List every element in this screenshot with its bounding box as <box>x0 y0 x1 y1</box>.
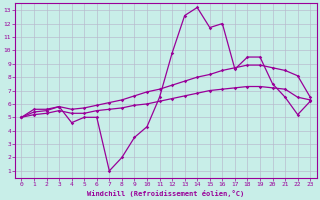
X-axis label: Windchill (Refroidissement éolien,°C): Windchill (Refroidissement éolien,°C) <box>87 190 244 197</box>
